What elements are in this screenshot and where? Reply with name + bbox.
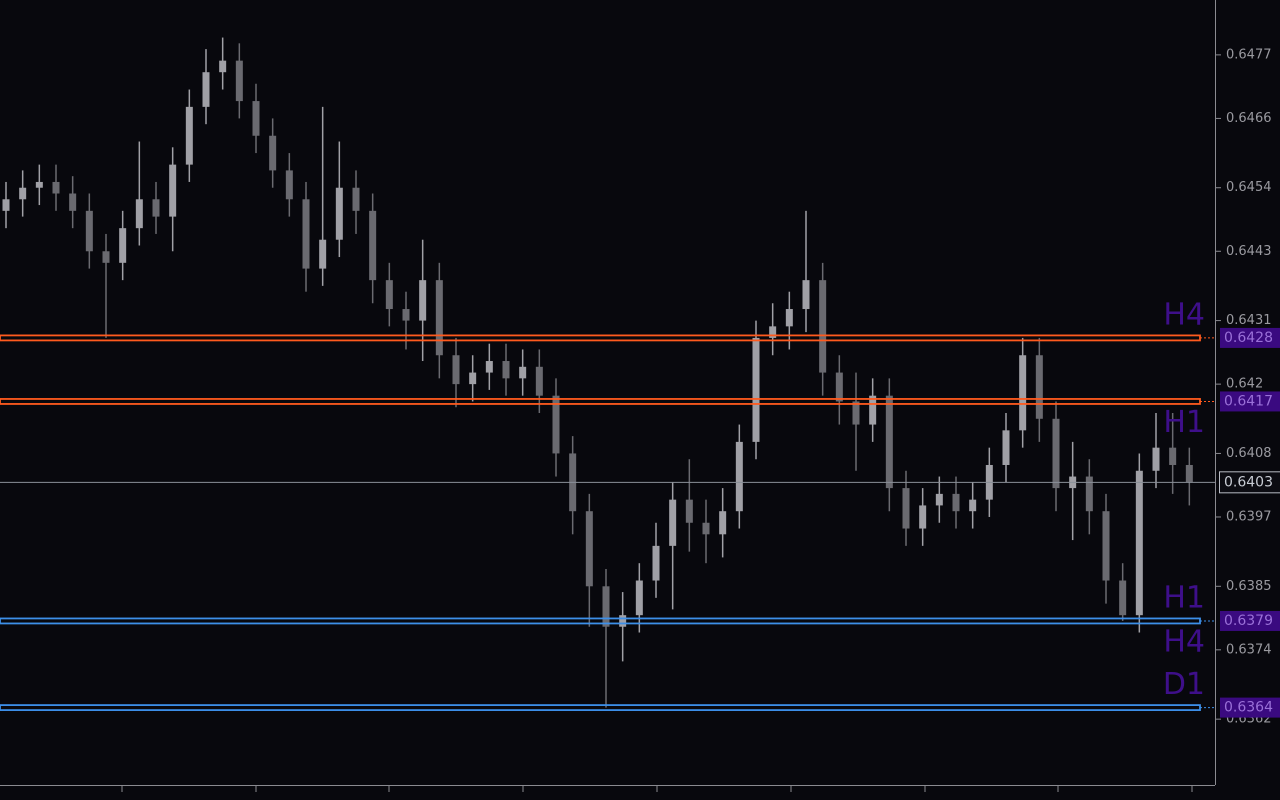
candle-body bbox=[1052, 418, 1060, 489]
candle-body bbox=[352, 187, 360, 211]
y-tick-label: 0.6454 bbox=[1226, 180, 1272, 195]
candle-body bbox=[835, 372, 843, 402]
candle-body bbox=[252, 101, 260, 136]
candle-body bbox=[1085, 476, 1093, 512]
candle-body bbox=[952, 493, 960, 512]
candle-body bbox=[302, 199, 310, 269]
candle-body bbox=[885, 395, 893, 489]
candle-body bbox=[1019, 355, 1027, 431]
candle-body bbox=[502, 361, 510, 379]
level-timeframe: H4 bbox=[1163, 624, 1205, 659]
candle-body bbox=[435, 280, 443, 356]
candle-body bbox=[319, 239, 327, 269]
candle-body bbox=[35, 181, 43, 188]
candle-body bbox=[1169, 447, 1177, 465]
candle-body bbox=[685, 499, 693, 523]
candle-body bbox=[535, 366, 543, 396]
candle-body bbox=[802, 280, 810, 310]
candle-body bbox=[52, 181, 60, 194]
candle-body bbox=[269, 135, 277, 171]
candle-body bbox=[85, 210, 93, 252]
candle-body bbox=[102, 251, 110, 263]
candle-body bbox=[1102, 511, 1110, 581]
candle-body bbox=[202, 72, 210, 107]
candle-body bbox=[452, 355, 460, 385]
level-price-label: 0.6364 bbox=[1224, 700, 1273, 716]
candle-body bbox=[785, 309, 793, 327]
candle-body bbox=[469, 372, 477, 385]
candle-body bbox=[485, 361, 493, 373]
candle-body bbox=[1035, 355, 1043, 419]
candle-body bbox=[1135, 470, 1143, 616]
candle-body bbox=[1119, 580, 1127, 616]
candle-body bbox=[1152, 447, 1160, 471]
level-price-label: 0.6428 bbox=[1224, 330, 1273, 346]
candle-body bbox=[285, 170, 293, 200]
candle-body bbox=[852, 401, 860, 425]
candle-body bbox=[2, 199, 10, 211]
y-tick-label: 0.6374 bbox=[1226, 642, 1272, 657]
y-tick-label: 0.6397 bbox=[1226, 509, 1272, 524]
time-ticks bbox=[121, 785, 1193, 792]
candle-body bbox=[935, 493, 943, 506]
candle-body bbox=[69, 193, 77, 211]
y-tick-label: 0.6443 bbox=[1226, 244, 1272, 259]
candle-body bbox=[152, 199, 160, 217]
level-price-label: 0.6417 bbox=[1224, 393, 1273, 409]
candle-body bbox=[419, 280, 427, 321]
current-price-label: 0.6403 bbox=[1224, 474, 1273, 490]
level-timeframe: D1 bbox=[1163, 667, 1205, 702]
level-price-box bbox=[1220, 697, 1280, 718]
candle-body bbox=[169, 164, 177, 217]
candle-body bbox=[235, 60, 243, 102]
y-tick-label: 0.6385 bbox=[1226, 579, 1272, 594]
y-tick-label: 0.6431 bbox=[1226, 313, 1272, 328]
level-price-label: 0.6379 bbox=[1224, 613, 1273, 629]
candle-body bbox=[752, 337, 760, 442]
candle-body bbox=[185, 106, 193, 165]
candle-body bbox=[669, 499, 677, 546]
level-price-box bbox=[1220, 391, 1280, 412]
candle-body bbox=[869, 395, 877, 425]
level-price-box bbox=[1220, 327, 1280, 348]
candle-body bbox=[735, 441, 743, 512]
candle-body bbox=[619, 615, 627, 627]
level-timeframe: H1 bbox=[1163, 405, 1205, 440]
level-timeframe: H1 bbox=[1163, 580, 1205, 615]
candle-body bbox=[135, 199, 143, 229]
candle-body bbox=[769, 326, 777, 338]
current-price-box-inner bbox=[1220, 472, 1280, 493]
candle-body bbox=[1185, 464, 1193, 483]
candle-body bbox=[335, 187, 343, 240]
y-tick-label: 0.6477 bbox=[1226, 47, 1272, 62]
candle-body bbox=[719, 511, 727, 535]
candle-body bbox=[969, 499, 977, 512]
candle-body bbox=[519, 366, 527, 379]
y-tick-label: 0.6408 bbox=[1226, 446, 1272, 461]
candle-body bbox=[1002, 430, 1010, 465]
candle-body bbox=[385, 280, 393, 310]
candle-body bbox=[119, 228, 127, 263]
candle-body bbox=[219, 60, 227, 73]
candle-body bbox=[602, 586, 610, 627]
y-tick-label: 0.6466 bbox=[1226, 111, 1272, 126]
candle-body bbox=[369, 210, 377, 281]
candle-body bbox=[585, 511, 593, 587]
candle-body bbox=[552, 395, 560, 454]
candle-body bbox=[652, 545, 660, 581]
candle-body bbox=[402, 309, 410, 321]
y-tick-label: 0.642 bbox=[1226, 377, 1263, 392]
candle-body bbox=[902, 488, 910, 529]
level-price-box bbox=[1220, 610, 1280, 631]
candle-body bbox=[919, 505, 927, 529]
candle-body bbox=[19, 187, 27, 200]
candle-body bbox=[819, 280, 827, 373]
candle-body bbox=[635, 580, 643, 616]
level-timeframe: H4 bbox=[1163, 297, 1205, 332]
candle-body bbox=[702, 522, 710, 535]
